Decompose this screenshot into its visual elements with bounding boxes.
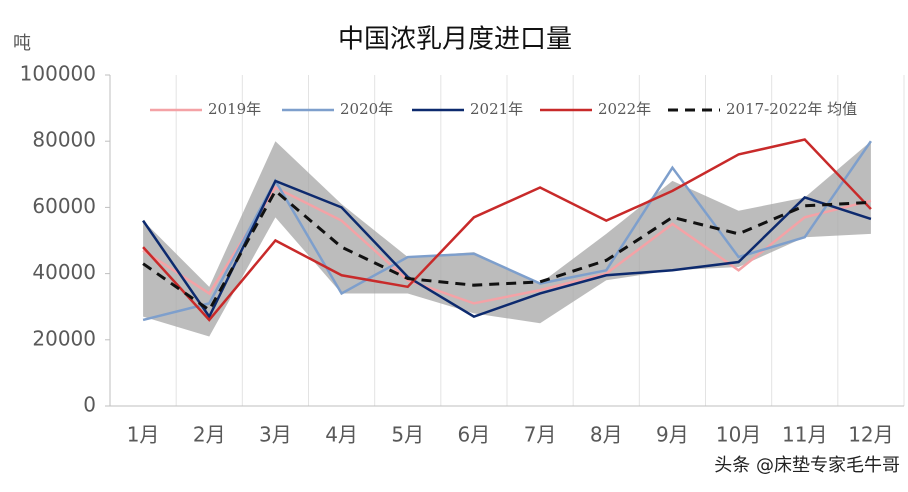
- legend-label: 2021年: [470, 100, 523, 118]
- legend-label: 2017-2022年 均值: [726, 100, 857, 118]
- chart-title: 中国浓乳月度进口量: [338, 25, 572, 55]
- x-tick-label: 10月: [716, 423, 761, 447]
- x-tick-label: 2月: [193, 423, 226, 447]
- x-tick-label: 3月: [259, 423, 292, 447]
- series-line: [142, 179, 872, 320]
- x-tick-label: 5月: [391, 423, 424, 447]
- y-tick-label: 40000: [32, 260, 96, 284]
- x-tick-label: 9月: [656, 423, 689, 447]
- legend-label: 2020年: [340, 100, 393, 118]
- series-line: [142, 138, 872, 322]
- y-tick-label: 60000: [32, 194, 96, 218]
- x-tick-label: 1月: [127, 423, 160, 447]
- legend-label: 2019年: [208, 100, 261, 118]
- y-tick-label: 80000: [32, 128, 96, 152]
- y-tick-label: 0: [83, 393, 96, 417]
- x-tick-label: 7月: [524, 423, 557, 447]
- y-tick-label: 100000: [20, 62, 96, 86]
- legend-label: 2022年: [598, 100, 651, 118]
- series-line: [142, 188, 871, 313]
- x-tick-label: 12月: [848, 423, 893, 447]
- x-tick-label: 4月: [325, 423, 358, 447]
- x-tick-label: 6月: [458, 423, 491, 447]
- x-tick-label: 8月: [590, 423, 623, 447]
- x-tick-label: 11月: [782, 423, 827, 447]
- y-tick-label: 20000: [32, 326, 96, 350]
- watermark: 头条 @床垫专家毛牛哥: [714, 455, 900, 476]
- y-axis-label: 吨: [13, 33, 31, 54]
